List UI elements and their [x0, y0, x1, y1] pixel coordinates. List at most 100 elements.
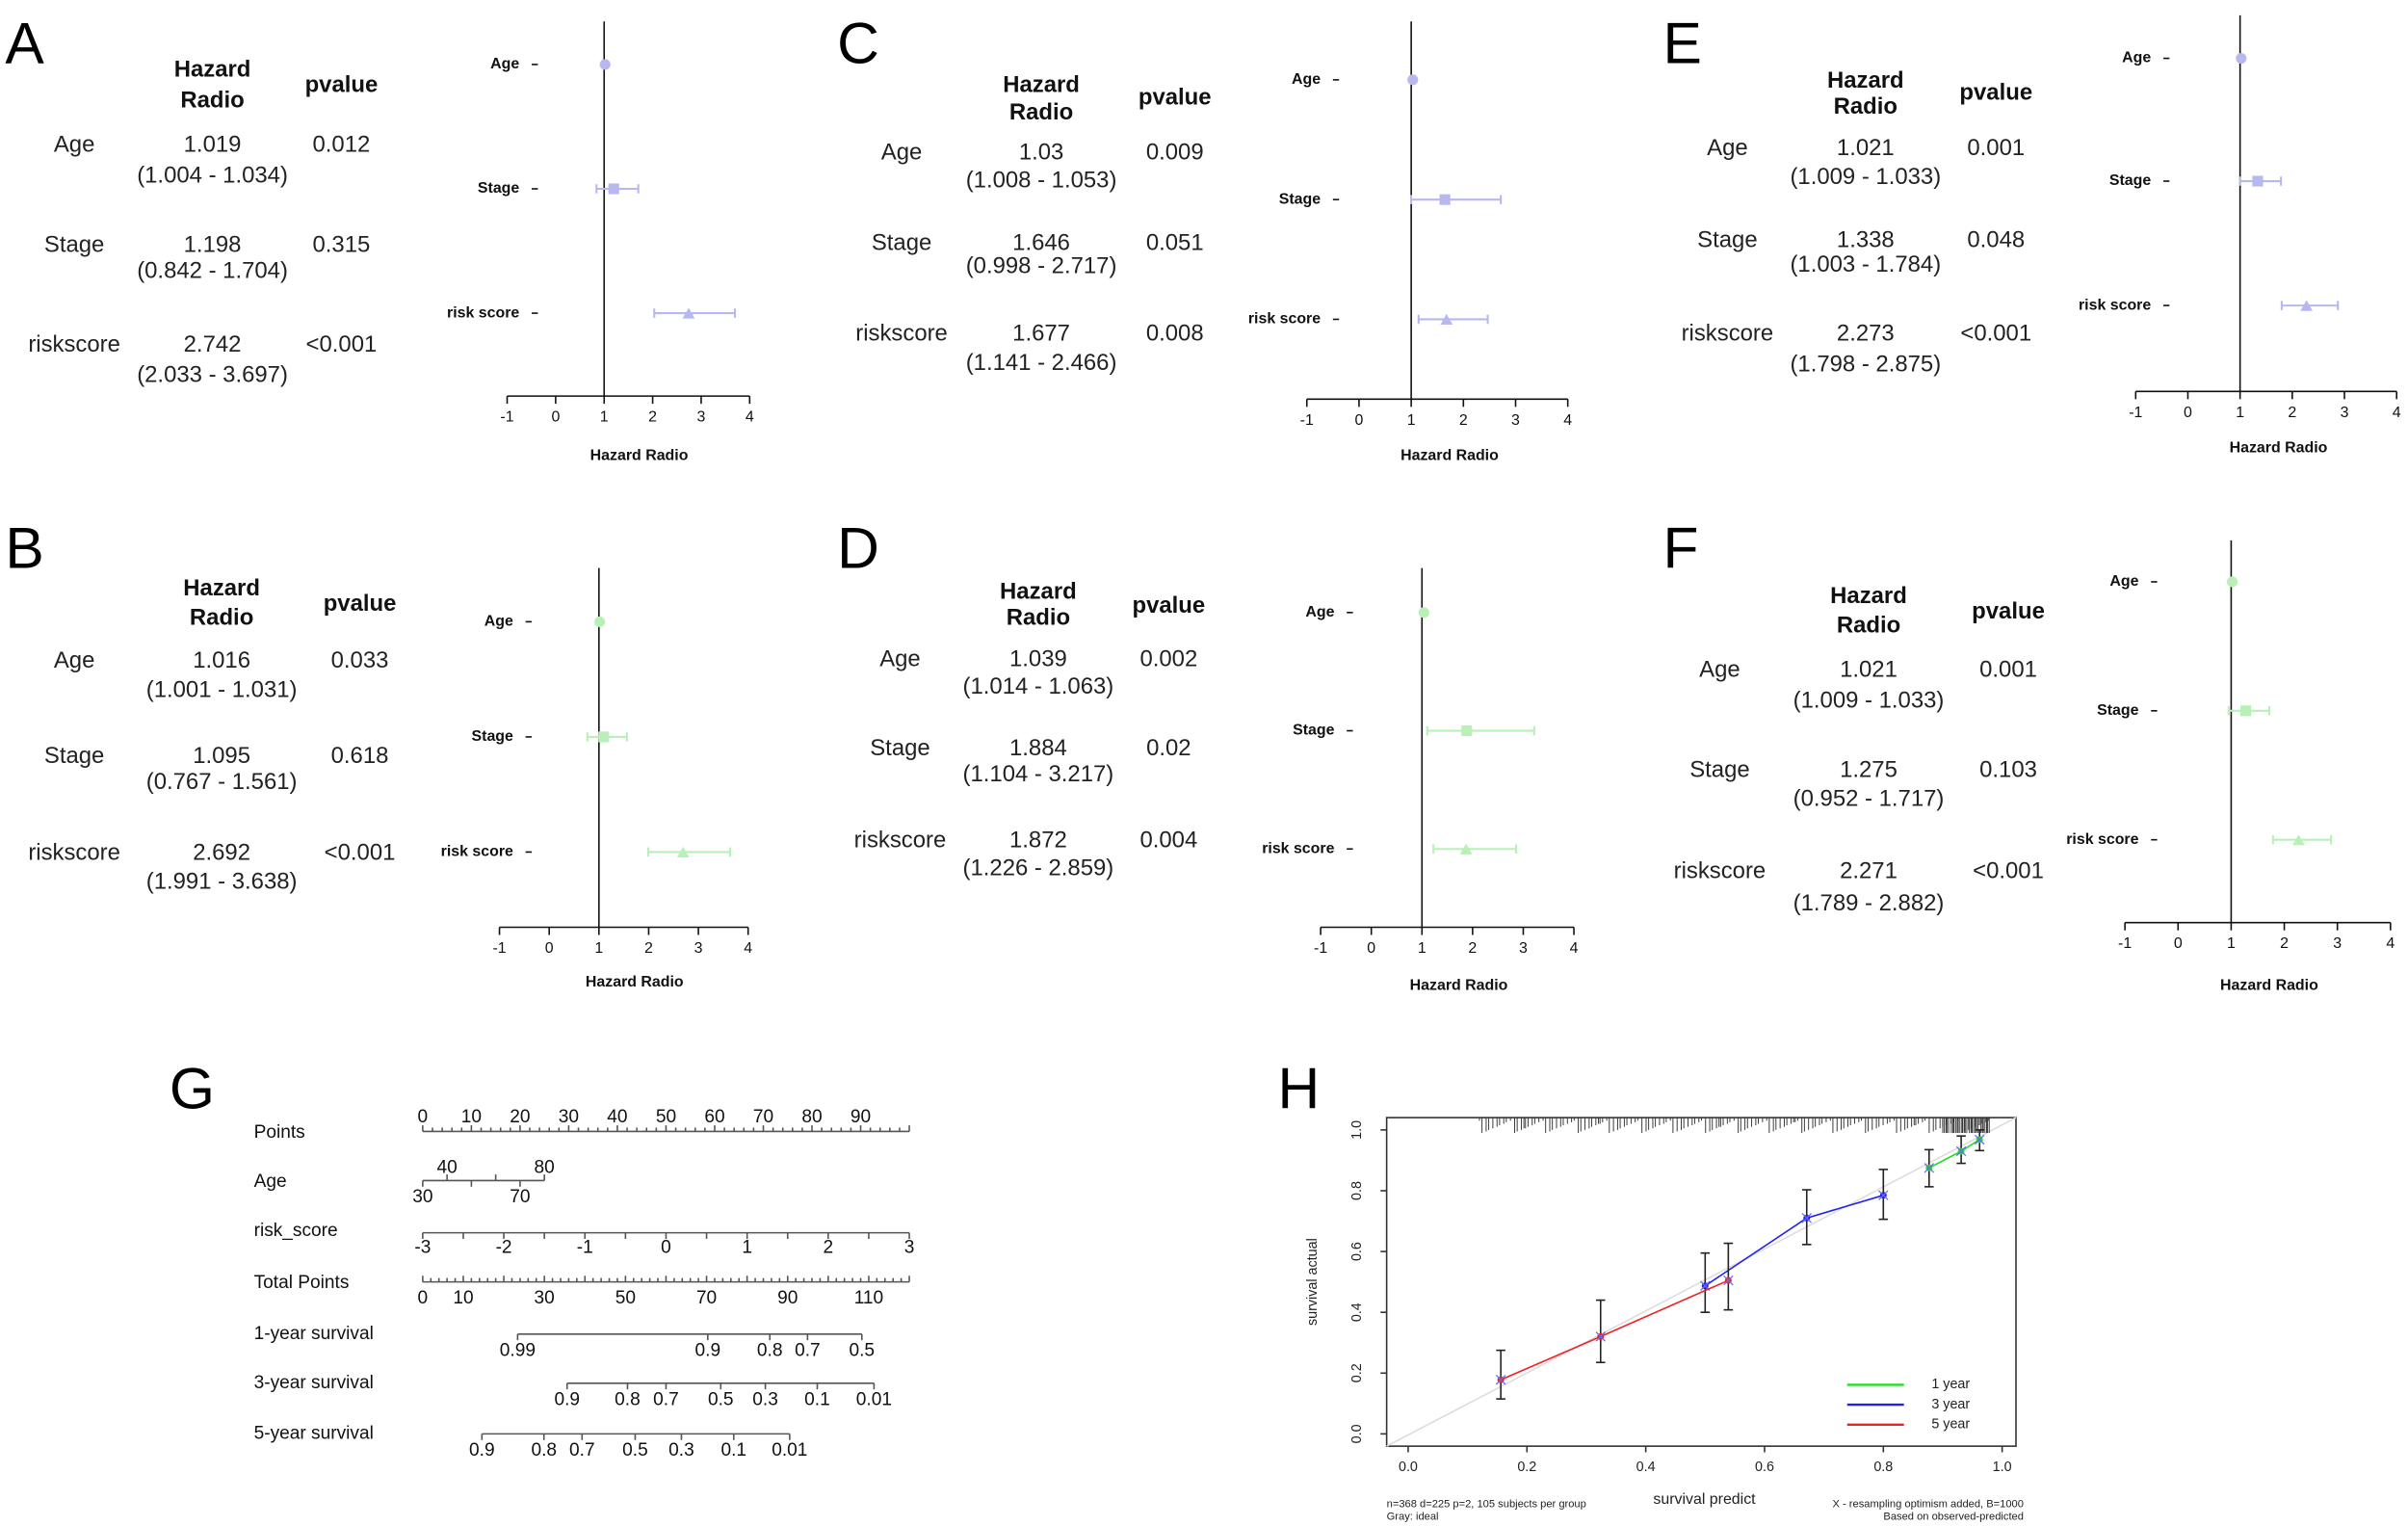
- note-right2: Based on observed-predicted: [1883, 1511, 2024, 1522]
- row-name: riskscore: [1682, 321, 1774, 347]
- hazard-ratio: 1.275: [1840, 756, 1898, 782]
- estimate-circle: [1407, 74, 1419, 86]
- risk-score-tick-label: 1: [742, 1238, 752, 1258]
- risk-score-tick-label: 3: [904, 1238, 915, 1258]
- total-points-tick-label: 110: [854, 1288, 883, 1308]
- optimism-x-marker: [1495, 1374, 1506, 1385]
- pvalue-header: pvalue: [1972, 598, 2045, 624]
- risk-score-tick-label: 2: [824, 1238, 834, 1258]
- x-axis-title: Hazard Radio: [2230, 440, 2328, 457]
- survival-tick-label: 0.3: [668, 1440, 694, 1460]
- hr-header: Hazard: [1827, 67, 1904, 93]
- risk-score-tick-label: 0: [661, 1238, 671, 1258]
- x-tick-label: 0.4: [1636, 1460, 1656, 1475]
- x-tick-label: 4: [1563, 412, 1572, 429]
- risk-score-tick-label: -3: [414, 1238, 431, 1258]
- row-name: riskscore: [854, 828, 947, 854]
- y-tick-label: 1.0: [1349, 1120, 1365, 1140]
- x-tick-label: 0.2: [1517, 1460, 1536, 1475]
- panel-label-f: F: [1662, 515, 1698, 581]
- estimate-square: [1461, 724, 1473, 737]
- estimate-circle: [1418, 607, 1429, 618]
- p-value: 0.012: [313, 132, 371, 158]
- p-value: 0.002: [1139, 646, 1197, 672]
- x-axis-title: Hazard Radio: [2220, 977, 2318, 993]
- row-name: Stage: [1697, 227, 1757, 253]
- points-tick-label: 10: [461, 1107, 482, 1127]
- confidence-interval: (1.991 - 3.638): [146, 869, 298, 895]
- confidence-interval: (1.008 - 1.053): [966, 167, 1117, 193]
- panel-label-c: C: [837, 10, 879, 75]
- estimate-square: [598, 731, 610, 743]
- survival-tick-label: 0.5: [708, 1389, 734, 1409]
- x-tick-label: -1: [2129, 405, 2142, 421]
- x-tick-label: 3: [1519, 940, 1528, 957]
- plot-row-label: Stage: [2109, 172, 2152, 189]
- confidence-interval: (0.998 - 2.717): [966, 253, 1117, 279]
- note-left2: Gray: ideal: [1387, 1511, 1439, 1522]
- x-tick-label: 0: [1355, 412, 1364, 429]
- p-value: 0.103: [1979, 756, 2037, 782]
- total-points-tick-label: 30: [535, 1288, 555, 1308]
- confidence-interval: (1.003 - 1.784): [1790, 251, 1941, 277]
- panel-label-e: E: [1662, 10, 1701, 75]
- pvalue-header: pvalue: [1139, 84, 1212, 110]
- hazard-ratio: 1.03: [1019, 140, 1064, 166]
- survival-tick-label: 0.7: [653, 1389, 679, 1409]
- x-tick-label: 3: [2341, 405, 2349, 421]
- legend-label: 3 year: [1931, 1397, 1970, 1412]
- plot-row-label: Stage: [1279, 191, 1322, 207]
- x-tick-label: 0: [1367, 940, 1375, 957]
- survival-tick-label: 0.99: [500, 1340, 536, 1360]
- survival-tick-label: 0.01: [856, 1389, 892, 1409]
- p-value: 0.315: [313, 231, 371, 257]
- x-tick-label: 3: [697, 409, 706, 426]
- x-tick-label: 1: [1407, 412, 1416, 429]
- estimate-circle: [2226, 576, 2238, 588]
- estimate-triangle: [2292, 834, 2305, 846]
- x-axis-title: Hazard Radio: [586, 974, 684, 990]
- total-points-tick-label: 90: [777, 1288, 798, 1308]
- survival-tick-label: 0.8: [615, 1389, 641, 1409]
- plot-row-label: Age: [2122, 50, 2151, 66]
- y-tick-label: 0.4: [1349, 1302, 1365, 1322]
- x-tick-label: 0: [2184, 405, 2192, 421]
- plot-row-label: risk score: [447, 304, 519, 321]
- optimism-x-marker: [1801, 1213, 1812, 1223]
- p-value: 0.051: [1146, 230, 1204, 256]
- row-name: Age: [54, 132, 95, 158]
- estimate-circle: [594, 616, 606, 627]
- p-value: <0.001: [325, 839, 396, 865]
- panel-label-d: D: [837, 515, 879, 581]
- survival-tick-label: 0.7: [569, 1440, 595, 1460]
- row-name: Age: [1699, 657, 1741, 683]
- hazard-ratio: 2.692: [193, 839, 250, 865]
- risk-score-label: risk_score: [254, 1221, 338, 1241]
- x-tick-label: 2: [2280, 935, 2289, 952]
- optimism-x-marker: [1924, 1163, 1935, 1173]
- x-tick-label: 4: [746, 409, 754, 426]
- optimism-x-marker: [1974, 1134, 1985, 1145]
- series-line-5-year: [1500, 1279, 1729, 1381]
- hazard-ratio: 1.019: [184, 132, 242, 158]
- estimate-square: [2239, 705, 2252, 717]
- legend-label: 1 year: [1931, 1377, 1970, 1392]
- points-tick-label: 0: [418, 1107, 429, 1127]
- y-tick-label: 0.0: [1349, 1424, 1365, 1443]
- x-tick-label: 4: [2393, 405, 2401, 421]
- confidence-interval: (0.767 - 1.561): [146, 769, 298, 795]
- estimate-triangle: [676, 846, 690, 858]
- age-tick-label: 30: [412, 1187, 432, 1207]
- confidence-interval: (1.789 - 2.882): [1793, 890, 1945, 916]
- points-tick-label: 30: [559, 1107, 579, 1127]
- risk-score-tick-label: -2: [496, 1238, 512, 1258]
- x-tick-label: 0: [551, 409, 560, 426]
- plot-row-label: Age: [2109, 573, 2138, 590]
- survival-tick-label: 0.7: [795, 1340, 821, 1360]
- row-name: Stage: [872, 230, 931, 256]
- hazard-ratio: 2.742: [184, 331, 242, 357]
- survival-tick-label: 0.1: [804, 1389, 830, 1409]
- confidence-interval: (1.001 - 1.031): [146, 676, 298, 702]
- plot-row-label: Stage: [2097, 702, 2139, 719]
